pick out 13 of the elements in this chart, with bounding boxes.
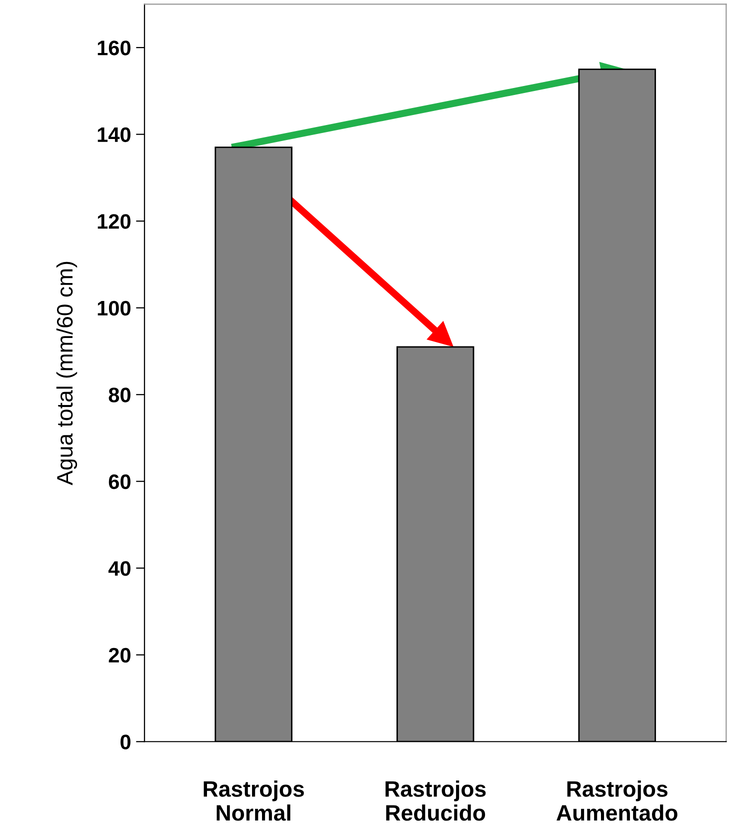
x-tick-label: Rastrojos Aumentado (556, 780, 678, 821)
y-axis-title: Agua total (mm/60 cm) (56, 262, 78, 486)
x-tick-label: Rastrojos Normal (204, 780, 304, 821)
y-tick-label: 40 (108, 561, 130, 576)
y-tick-label: 0 (120, 734, 130, 750)
x-tick-label: Rastrojos Reducido (386, 780, 486, 821)
y-tick-label: 80 (108, 388, 130, 402)
y-tick-label: 140 (98, 127, 130, 142)
y-tick-label: 120 (98, 214, 130, 229)
y-tick-label: 100 (98, 300, 130, 316)
y-tick-label: 60 (108, 474, 130, 490)
y-tick-label: 20 (108, 648, 130, 663)
y-tick-label: 160 (98, 40, 130, 56)
